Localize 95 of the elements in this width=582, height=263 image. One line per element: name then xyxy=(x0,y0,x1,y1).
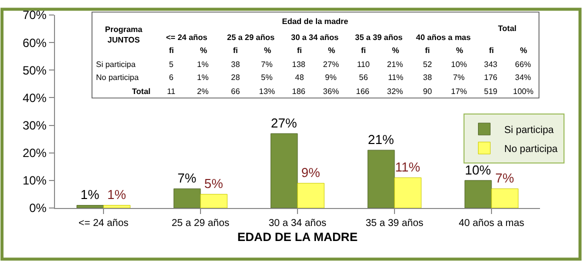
annotation: 38 xyxy=(423,73,432,82)
annotation: fi xyxy=(297,46,302,55)
bar xyxy=(103,204,130,208)
annotation: 66% xyxy=(515,60,532,69)
annotation: 100% xyxy=(513,87,534,96)
annotation: 32% xyxy=(387,87,404,96)
annotation: 10% xyxy=(451,60,468,69)
annotation: 52 xyxy=(423,60,432,69)
x-tick-label: <= 24 años xyxy=(78,218,129,229)
y-tick-label: 20% xyxy=(22,146,47,160)
annotation: 34% xyxy=(515,73,532,82)
annotation: % xyxy=(328,46,336,55)
data-label: 7% xyxy=(178,170,197,186)
annotation: 5% xyxy=(261,73,273,82)
annotation: 343 xyxy=(484,60,498,69)
annotation: 66 xyxy=(231,87,240,96)
y-tick-label: 70% xyxy=(22,8,47,22)
data-label: 11% xyxy=(395,160,421,175)
annotation: 17% xyxy=(451,87,468,96)
annotation: 519 xyxy=(484,87,498,96)
annotation: fi xyxy=(361,46,366,55)
annotation: % xyxy=(264,46,272,55)
data-label: 1% xyxy=(107,187,126,202)
annotation: 186 xyxy=(292,87,306,96)
bar xyxy=(297,182,324,208)
y-tick-label: 40% xyxy=(22,90,47,105)
x-tick-label: 30 a 34 años xyxy=(268,218,326,229)
data-label: 7% xyxy=(495,170,514,186)
annotation: fi xyxy=(233,46,238,55)
annotation: 13% xyxy=(259,87,276,96)
annotation: 90 xyxy=(423,87,432,96)
annotation: 27% xyxy=(323,60,340,69)
annotation: 5 xyxy=(169,60,174,69)
annotation: 36% xyxy=(323,87,340,96)
x-axis-title: EDAD DE LA MADRE xyxy=(237,230,358,244)
annotation: 7% xyxy=(453,73,465,82)
annotation: Programa JUNTOS xyxy=(105,25,143,44)
annotation: 1% xyxy=(197,60,209,69)
annotation: 9% xyxy=(325,73,337,82)
annotation: 30 a 34 años xyxy=(291,33,340,42)
y-tick-label: 60% xyxy=(22,36,47,50)
bar xyxy=(200,194,228,208)
x-tick-label: 35 a 39 años xyxy=(366,218,424,229)
data-label: 5% xyxy=(204,176,224,192)
bar xyxy=(270,133,298,208)
bar xyxy=(368,150,395,208)
bar xyxy=(394,177,422,208)
bar xyxy=(491,188,518,208)
annotation: fi xyxy=(489,46,494,55)
annotation: 1% xyxy=(197,73,209,82)
annotation: fi xyxy=(425,46,430,55)
annotation: % xyxy=(200,46,208,55)
annotation: 21% xyxy=(387,60,404,69)
annotation: 6 xyxy=(169,73,174,82)
annotation: 56 xyxy=(359,73,368,82)
x-tick-label: 25 a 29 años xyxy=(172,218,230,229)
annotation: Si participa xyxy=(96,60,136,69)
annotation: 2% xyxy=(197,87,209,96)
annotation: 48 xyxy=(295,73,304,82)
annotation: 38 xyxy=(231,60,240,69)
data-label: 9% xyxy=(301,165,320,180)
y-tick-label: 10% xyxy=(22,174,47,188)
annotation: 166 xyxy=(356,87,370,96)
annotation: 28 xyxy=(231,73,240,82)
annotation: 7% xyxy=(261,60,273,69)
annotation: 138 xyxy=(292,60,306,69)
annotation: fi xyxy=(169,46,174,55)
annotation: No participa xyxy=(96,73,140,82)
data-label: 1% xyxy=(80,187,100,202)
x-tick-label: 40 años a mas xyxy=(458,218,524,229)
annotation: Total xyxy=(132,87,151,96)
y-tick-label: 0% xyxy=(29,201,47,216)
annotation: Total xyxy=(498,24,517,33)
y-tick-label: 50% xyxy=(22,63,47,78)
annotation: % xyxy=(456,46,464,55)
data-label: 27% xyxy=(270,116,298,131)
annotation: Edad de la madre xyxy=(282,17,349,26)
bar xyxy=(464,180,492,208)
bar xyxy=(76,204,104,208)
annotation: 35 a 39 años xyxy=(355,33,404,42)
annotation: 40 años a mas xyxy=(416,33,472,42)
annotation: 11% xyxy=(388,73,404,82)
legend-label: Si participa xyxy=(504,124,554,136)
annotation: % xyxy=(392,46,400,55)
annotation: % xyxy=(520,46,528,55)
data-label: 21% xyxy=(368,132,394,148)
bar xyxy=(174,188,201,208)
annotation: 25 a 29 años xyxy=(227,33,276,42)
annotation: 110 xyxy=(357,60,370,69)
annotation: 176 xyxy=(484,73,498,82)
legend-label: No participa xyxy=(504,144,558,155)
data-label: 10% xyxy=(464,162,492,178)
annotation: <= 24 años xyxy=(166,33,208,42)
y-tick-label: 30% xyxy=(22,118,47,132)
annotation: 11 xyxy=(167,87,176,96)
